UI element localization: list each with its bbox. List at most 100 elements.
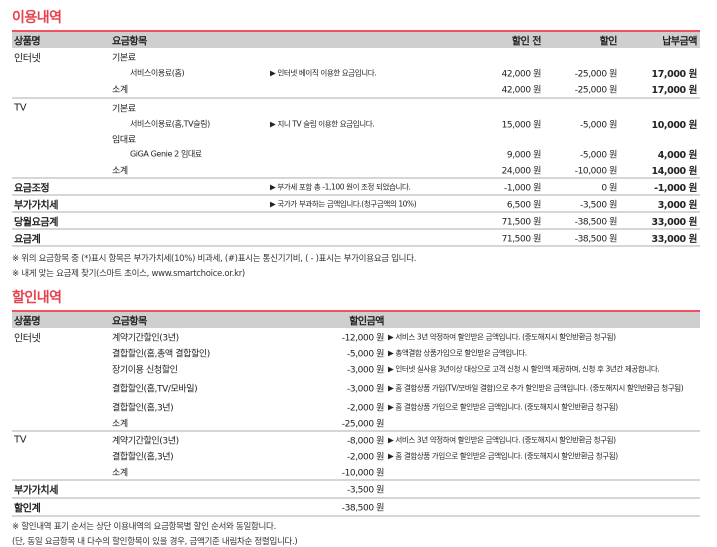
fee-item: 소계	[112, 166, 128, 176]
fee-item: GiGA Genie 2 임대료	[130, 149, 202, 159]
fee-item: 기본료	[112, 104, 136, 114]
header-product: 상품명	[14, 316, 41, 328]
discount-item: 결합할인(홈,3년)	[112, 452, 174, 463]
amount-before-discount: -1,000 원	[504, 183, 541, 193]
header-item: 요금항목	[112, 316, 147, 328]
header-item: 요금항목	[112, 36, 147, 48]
product-name: 당월요금계	[14, 217, 59, 228]
amount-before-discount: 71,500 원	[501, 217, 542, 227]
discount-item: 계약기간할인(3년)	[112, 333, 179, 343]
discount-item: 결합할인(홈,TV/모바일)	[112, 384, 198, 395]
discount-description: ▶ 홈 결합상품 가입(TV/모바일 결합)으로 추가 할인받은 금액입니다. …	[388, 383, 684, 393]
fee-item: 기본료	[112, 53, 136, 63]
payment-amount: -1,000 원	[654, 182, 697, 194]
payment-amount: 33,000 원	[651, 233, 697, 245]
discount-amount: -5,000 원	[580, 120, 617, 131]
discount-amount: -2,000 원	[347, 403, 384, 414]
amount-before-discount: 6,500 원	[506, 200, 542, 210]
product-name: 부가가치세	[14, 485, 59, 497]
fee-description: ▶ 국가가 부과하는 금액입니다.(청구금액의 10%)	[270, 199, 417, 208]
discount-amount: -10,000 원	[574, 166, 618, 176]
discount-description: ▶ 서비스 3년 약정하여 할인받은 금액입니다. (중도해지시 할인반환금 청…	[388, 332, 616, 341]
discount-amount: -25,000 원	[574, 85, 618, 96]
discount-row: 인터넷 계약기간할인(3년) -12,000 원 ▶ 서비스 3년 약정하여 할인받은…	[12, 328, 700, 345]
discount-amount: -5,000 원	[347, 349, 384, 360]
payment-amount: 33,000 원	[651, 216, 697, 228]
product-name: 인터넷	[14, 333, 41, 344]
payment-amount: 17,000 원	[651, 69, 697, 80]
header-discount-amount: 할인금액	[349, 316, 384, 328]
note-line: ※ 위의 요금항목 중 (*)표시 항목은 부가가치세(10%) 비과세, (#…	[12, 254, 417, 264]
discount-amount: -3,000 원	[347, 384, 384, 395]
discount-row: 장기이용 신청할인 -3,000 원 ▶ 인터넷 실사용 3년이상 대상으로 고객 …	[12, 361, 700, 377]
fee-item: 서비스이용료(홈)	[130, 68, 185, 78]
usage-row: 요금조정 ▶ 부가세 포함 총 -1,100 원이 조정 되었습니다. -1,000…	[12, 179, 700, 196]
discount-amount: -38,500 원	[341, 503, 385, 514]
discount-amount: 0 원	[601, 183, 617, 193]
discount-row: 할인계 -38,500 원	[12, 499, 700, 517]
discount-row: TV 계약기간할인(3년) -8,000 원 ▶ 서비스 3년 약정하여 할인받은 금…	[12, 432, 700, 448]
discount-item: 계약기간할인(3년)	[112, 436, 179, 447]
header-discount: 할인	[599, 36, 618, 48]
product-name: 할인계	[14, 503, 41, 515]
discount-section-title: 할인내역	[12, 290, 62, 306]
discount-row: 소계 -25,000 원	[12, 415, 700, 432]
amount-before-discount: 24,000 원	[501, 166, 542, 176]
usage-row: 서비스이용료(홈) ▶ 인터넷 베이직 이용한 요금입니다. 42,000 원 -25…	[12, 65, 700, 81]
discount-amount: -38,500 원	[574, 217, 618, 227]
header-product: 상품명	[14, 36, 41, 48]
discount-table: 상품명 요금항목 할인금액 인터넷 계약기간할인(3년) -12,000 원 ▶ 서비…	[12, 310, 700, 517]
product-name: 부가가치세	[14, 200, 59, 211]
amount-before-discount: 71,500 원	[501, 234, 542, 244]
header-before-discount: 할인 전	[511, 36, 542, 48]
product-name: 요금조정	[14, 183, 50, 194]
fee-description: ▶ 인터넷 베이직 이용한 요금입니다.	[270, 68, 377, 78]
payment-amount: 3,000 원	[657, 199, 698, 211]
discount-item: 소계	[112, 468, 128, 478]
usage-row: GiGA Genie 2 임대료 9,000 원 -5,000 원 4,000 원	[12, 146, 700, 162]
discount-item: 결합할인(홈,총액 결합할인)	[112, 349, 210, 360]
discount-row: 부가가치세 -3,500 원	[12, 481, 700, 499]
usage-row: 요금계 71,500 원 -38,500 원 33,000 원	[12, 230, 700, 247]
discount-description: ▶ 총액결합 상품가입으로 할인받은 금액입니다.	[388, 348, 527, 358]
usage-table: 상품명 요금항목 할인 전 할인 납부금액 인터넷 기본료 서비스이용료(홈) ▶ 인…	[12, 30, 700, 247]
fee-item: 소계	[112, 85, 128, 96]
usage-row: 서비스이용료(홈,TV슬림) ▶ 지니 TV 슬림 이용한 요금입니다. 15,00…	[12, 116, 700, 132]
note-line: (단, 동일 요금항목 내 다수의 할인항목이 있을 경우, 금액기준 내림차순…	[12, 537, 298, 547]
discount-amount: -12,000 원	[341, 333, 385, 343]
fee-description: ▶ 부가세 포함 총 -1,100 원이 조정 되었습니다.	[270, 182, 411, 191]
discount-amount: -3,500 원	[580, 200, 617, 210]
discount-amount: -5,000 원	[580, 150, 617, 161]
usage-row: 소계 42,000 원 -25,000 원 17,000 원	[12, 81, 700, 99]
discount-row: 결합할인(홈,TV/모바일) -3,000 원 ▶ 홈 결합상품 가입(TV/모바일…	[12, 377, 700, 399]
fee-item: 임대료	[112, 135, 136, 146]
note-line: ※ 할인내역 표기 순서는 상단 이용내역의 요금항목별 할인 순서와 동일합니…	[12, 522, 276, 532]
usage-row: 부가가치세 ▶ 국가가 부과하는 금액입니다.(청구금액의 10%) 6,500 원…	[12, 196, 700, 213]
usage-table-header: 상품명 요금항목 할인 전 할인 납부금액	[12, 32, 700, 48]
product-name: 인터넷	[14, 53, 41, 64]
discount-amount: -2,000 원	[347, 452, 384, 463]
amount-before-discount: 42,000 원	[501, 69, 542, 80]
amount-before-discount: 42,000 원	[501, 85, 542, 96]
discount-description: ▶ 홈 결합상품 가입으로 할인받은 금액입니다. (중도해지시 할인반환금 청…	[388, 451, 618, 461]
product-name: TV	[14, 434, 27, 446]
discount-item: 장기이용 신청할인	[112, 365, 178, 376]
usage-row: 인터넷 기본료	[12, 48, 700, 65]
discount-row: 결합할인(홈,3년) -2,000 원 ▶ 홈 결합상품 가입으로 할인받은 금액입…	[12, 448, 700, 464]
discount-amount: -10,000 원	[341, 468, 385, 478]
discount-item: 소계	[112, 419, 128, 429]
discount-row: 결합할인(홈,3년) -2,000 원 ▶ 홈 결합상품 가입으로 할인받은 금액입…	[12, 399, 700, 415]
discount-description: ▶ 홈 결합상품 가입으로 할인받은 금액입니다. (중도해지시 할인반환금 청…	[388, 402, 618, 412]
discount-amount: -25,000 원	[341, 419, 385, 429]
usage-row: 소계 24,000 원 -10,000 원 14,000 원	[12, 162, 700, 179]
payment-amount: 14,000 원	[651, 165, 697, 177]
note-line: ※ 내게 맞는 요금제 찾기(스마트 초이스, www.smartchoice.…	[12, 269, 245, 279]
product-name: TV	[14, 102, 27, 113]
amount-before-discount: 15,000 원	[501, 120, 542, 131]
discount-table-header: 상품명 요금항목 할인금액	[12, 312, 700, 328]
discount-amount: -3,500 원	[347, 485, 384, 496]
discount-amount: -3,000 원	[347, 365, 384, 376]
usage-section-title: 이용내역	[12, 10, 62, 26]
payment-amount: 4,000 원	[657, 150, 698, 161]
usage-row: TV 기본료	[12, 99, 700, 116]
